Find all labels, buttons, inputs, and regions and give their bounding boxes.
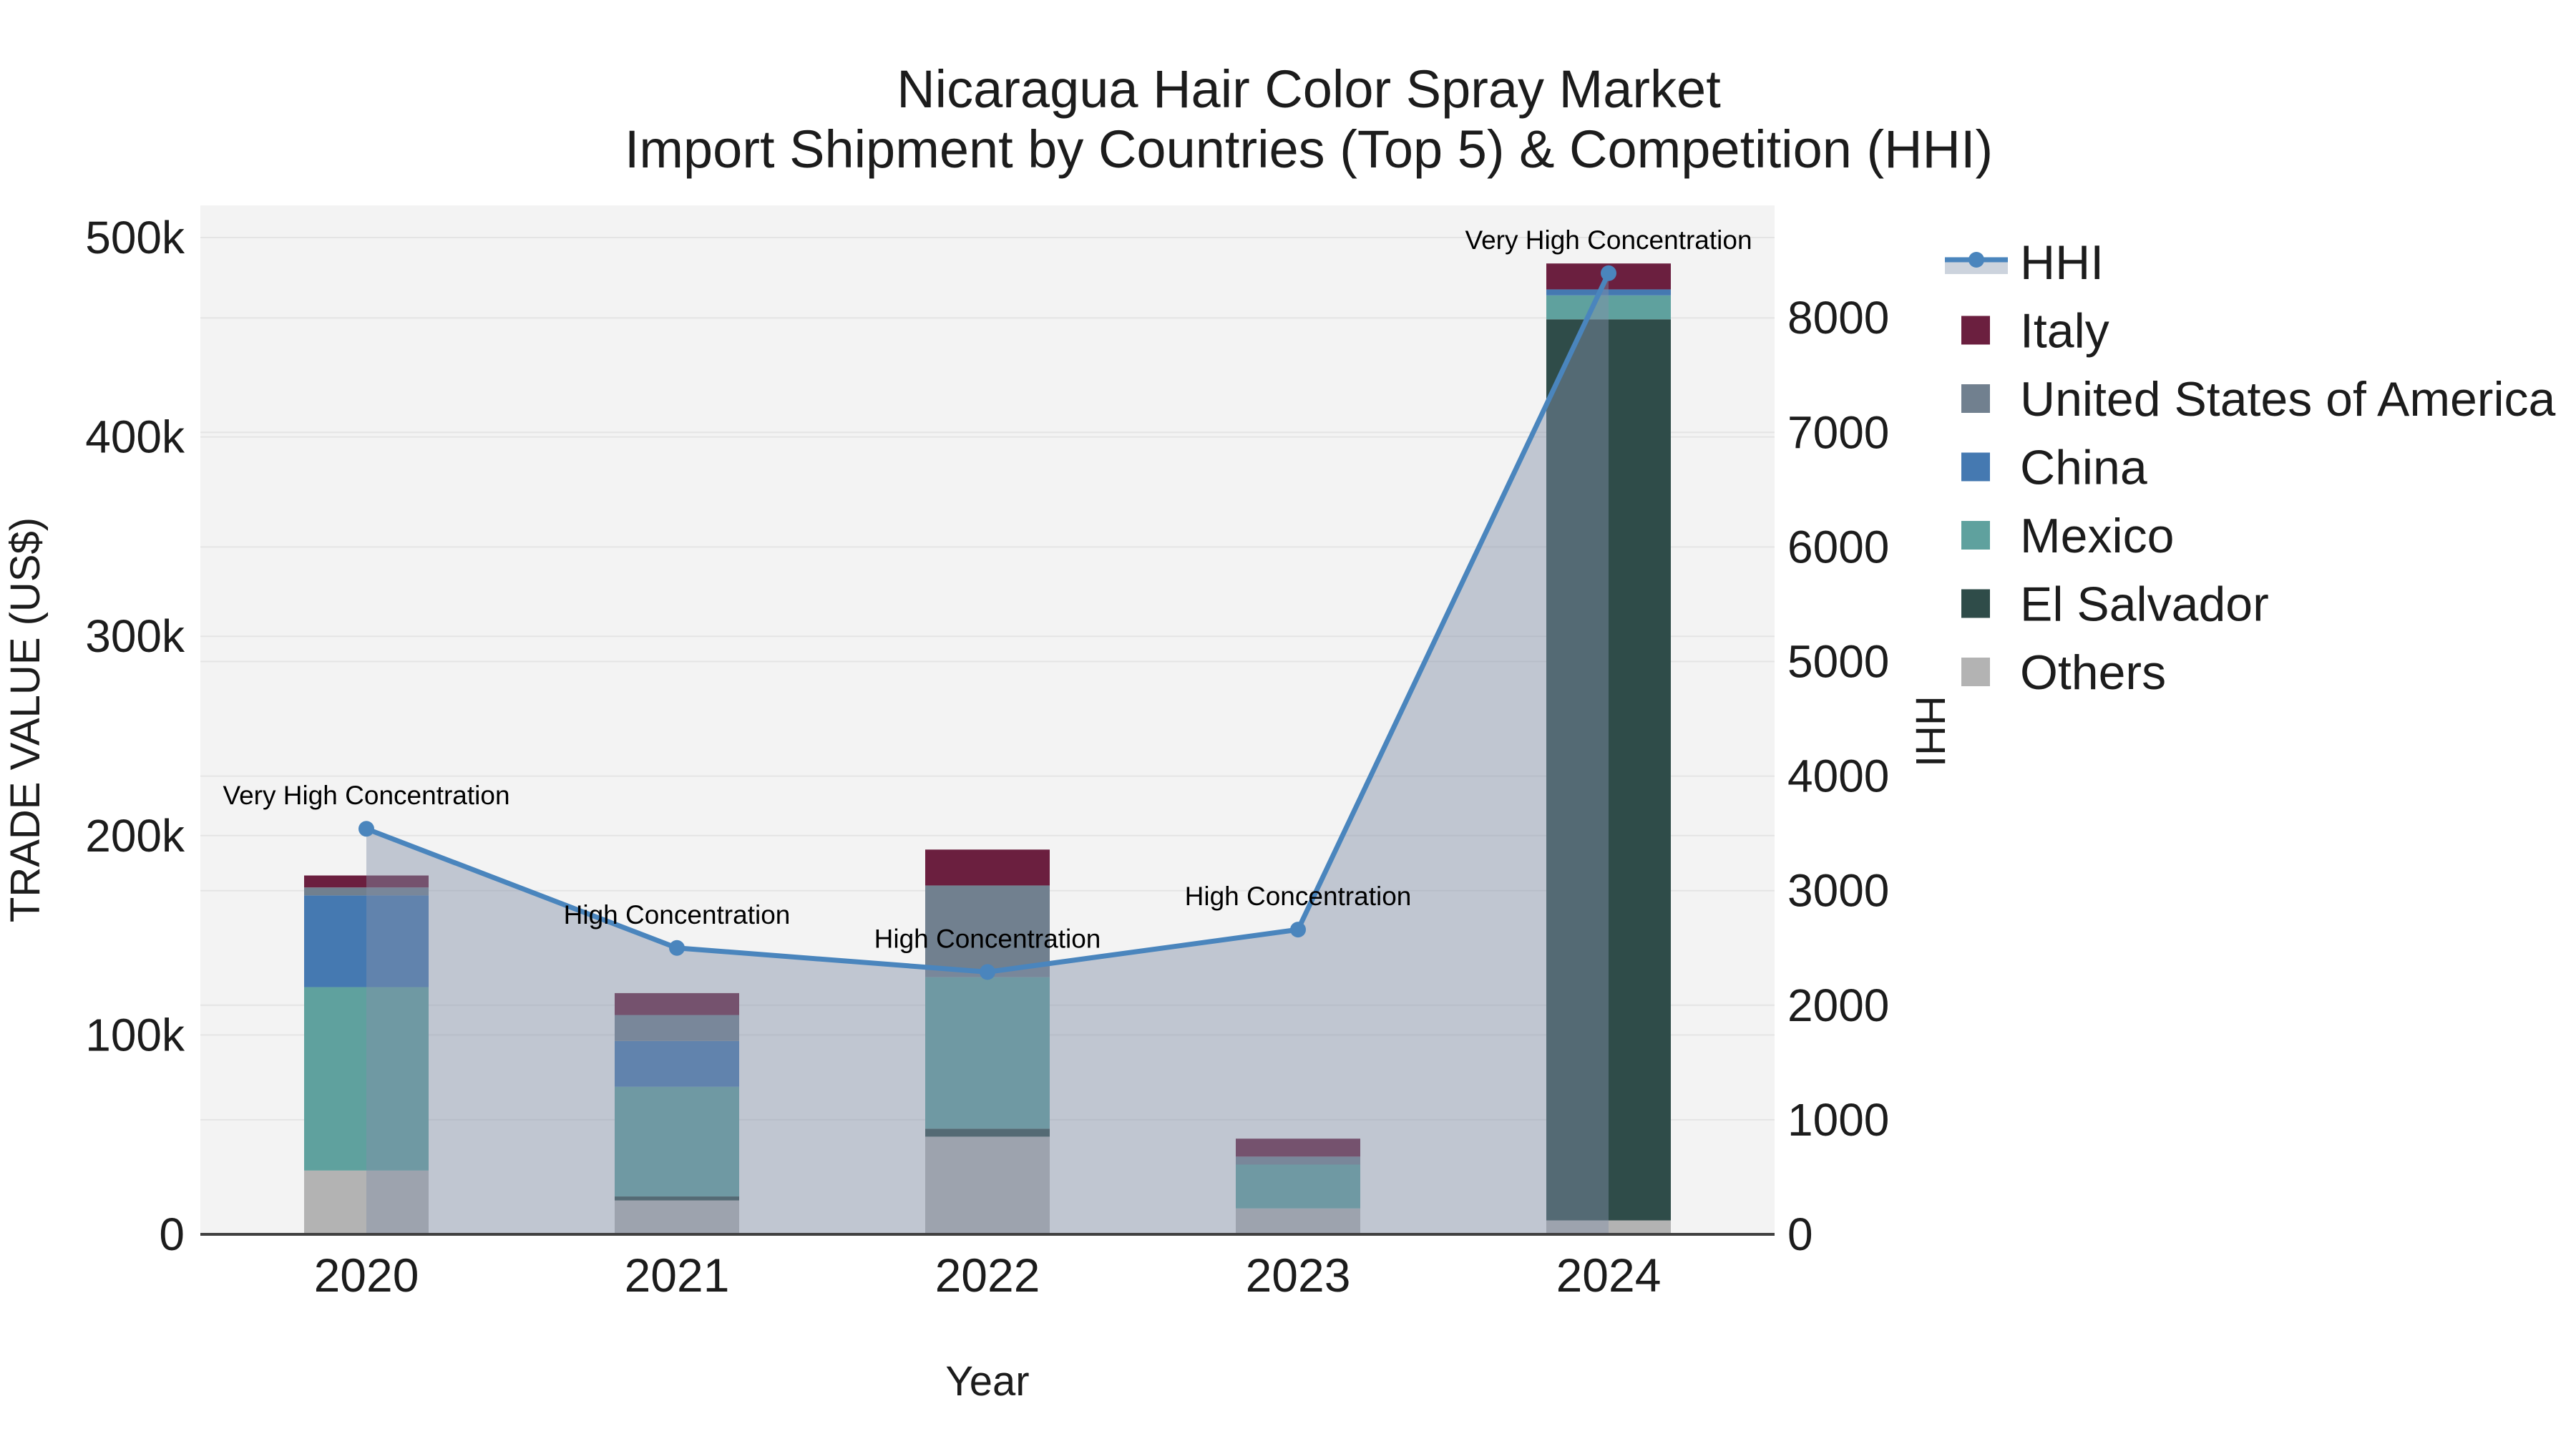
x-tick-2024: 2024 [1556,1249,1662,1302]
legend-label-el-salvador: El Salvador [2020,577,2269,632]
legend-item-el-salvador[interactable]: El Salvador [1961,577,2269,632]
y-right-tick-5000: 5000 [1787,636,1889,688]
y-right-tick-1000: 1000 [1787,1094,1889,1146]
y-left-tick-200k: 200k [85,810,185,862]
legend-swatch-united-states-of-america [1961,384,1990,413]
chart-title-line1: Nicaragua Hair Color Spray Market [897,59,1721,119]
y-right-tick-7000: 7000 [1787,406,1889,458]
x-tick-2022: 2022 [935,1249,1040,1302]
bar-segment-united-states-of-america-2021 [615,1015,739,1041]
legend-swatch-others [1961,658,1990,686]
bar-segment-others-2020 [304,1170,429,1234]
bar-segment-others-2023 [1236,1208,1360,1234]
legend-label-italy: Italy [2020,304,2109,358]
y-right-tick-2000: 2000 [1787,980,1889,1031]
y-right-tick-4000: 4000 [1787,751,1889,802]
legend-swatch-mexico [1961,521,1990,550]
legend-swatch-italy [1961,316,1990,345]
y-left-tick-500k: 500k [85,212,185,263]
bar-segment-italy-2022 [925,849,1050,886]
bar-segment-china-2021 [615,1040,739,1087]
y-axis-title-left: TRADE VALUE (US$) [2,517,49,922]
bar-segment-mexico-2021 [615,1086,739,1197]
y-axis-title-right: HHI [1907,696,1953,767]
bar-segment-mexico-2024 [1546,295,1671,320]
annotations-group: Very High Concentration High Concentratio… [223,225,1752,954]
hhi-line-group [358,265,1616,980]
y-right-tick-0: 0 [1787,1209,1813,1260]
bar-segment-mexico-2022 [925,977,1050,1129]
legend-label-china: China [2020,441,2147,495]
hhi-point-2020 [358,821,374,837]
annotation-2022: High Concentration [874,924,1101,953]
bar-segment-italy-2020 [304,875,429,888]
bar-segment-el-salvador-2021 [615,1196,739,1201]
x-axis-title: Year [945,1358,1029,1405]
y-right-tick-3000: 3000 [1787,865,1889,917]
bar-segment-others-2022 [925,1136,1050,1234]
legend-item-mexico[interactable]: Mexico [1961,509,2174,563]
y-left-tick-400k: 400k [85,411,185,463]
y-right-tick-6000: 6000 [1787,521,1889,572]
bar-segment-el-salvador-2022 [925,1128,1050,1137]
annotation-2024: Very High Concentration [1465,225,1752,255]
bar-segment-others-2021 [615,1200,739,1234]
x-tick-2021: 2021 [625,1249,730,1302]
bar-segment-china-2024 [1546,289,1671,296]
legend-swatch-china [1961,452,1990,482]
legend-item-italy[interactable]: Italy [1961,304,2109,358]
bar-segment-united-states-of-america-2020 [304,887,429,896]
bar-segment-mexico-2023 [1236,1164,1360,1209]
x-tick-2023: 2023 [1246,1249,1351,1302]
hhi-point-2022 [980,964,995,980]
legend-label-hhi: HHI [2020,235,2104,290]
legend-item-others[interactable]: Others [1961,645,2166,700]
bar-segment-others-2024 [1546,1220,1671,1234]
bar-segment-italy-2021 [615,992,739,1015]
legend-label-united-states-of-america: United States of America [2020,372,2556,426]
bar-segment-united-states-of-america-2022 [925,885,1050,977]
hhi-point-2021 [669,940,685,956]
legend-label-mexico: Mexico [2020,509,2174,563]
bar-segment-mexico-2020 [304,987,429,1171]
legend-label-others: Others [2020,645,2166,700]
y-right-tick-8000: 8000 [1787,292,1889,343]
tick-labels-group: 0 100k 200k 300k 400k 500k 0 1000 2000 3000 4000 50… [85,212,1889,1302]
bar-segment-united-states-of-america-2023 [1236,1156,1360,1165]
legend-item-china[interactable]: China [1961,441,2147,495]
y-left-tick-100k: 100k [85,1009,185,1060]
bar-series-group [304,263,1671,1234]
hhi-area-polygon [366,273,1609,1234]
legend-swatch-el-salvador [1961,589,1990,618]
annotation-2021: High Concentration [564,900,791,930]
annotation-2020: Very High Concentration [223,781,509,810]
hhi-point-2023 [1290,922,1306,938]
bar-segment-el-salvador-2024 [1546,319,1671,1221]
bar-segment-china-2020 [304,895,429,987]
y-left-tick-0: 0 [159,1209,185,1260]
y-left-tick-300k: 300k [85,610,185,662]
legend: HHI Italy United States of America China Mex… [1945,235,2556,700]
x-tick-2020: 2020 [314,1249,419,1302]
annotation-2023: High Concentration [1185,882,1412,911]
chart-title-line2: Import Shipment by Countries (Top 5) & C… [625,119,1993,179]
legend-item-hhi[interactable]: HHI [1945,235,2104,290]
legend-item-united-states-of-america[interactable]: United States of America [1961,372,2556,426]
hhi-point-2024 [1601,265,1616,281]
hhi-area-fill [366,273,1609,1234]
legend-hhi-marker [1968,252,1984,268]
bar-segment-italy-2023 [1236,1138,1360,1157]
